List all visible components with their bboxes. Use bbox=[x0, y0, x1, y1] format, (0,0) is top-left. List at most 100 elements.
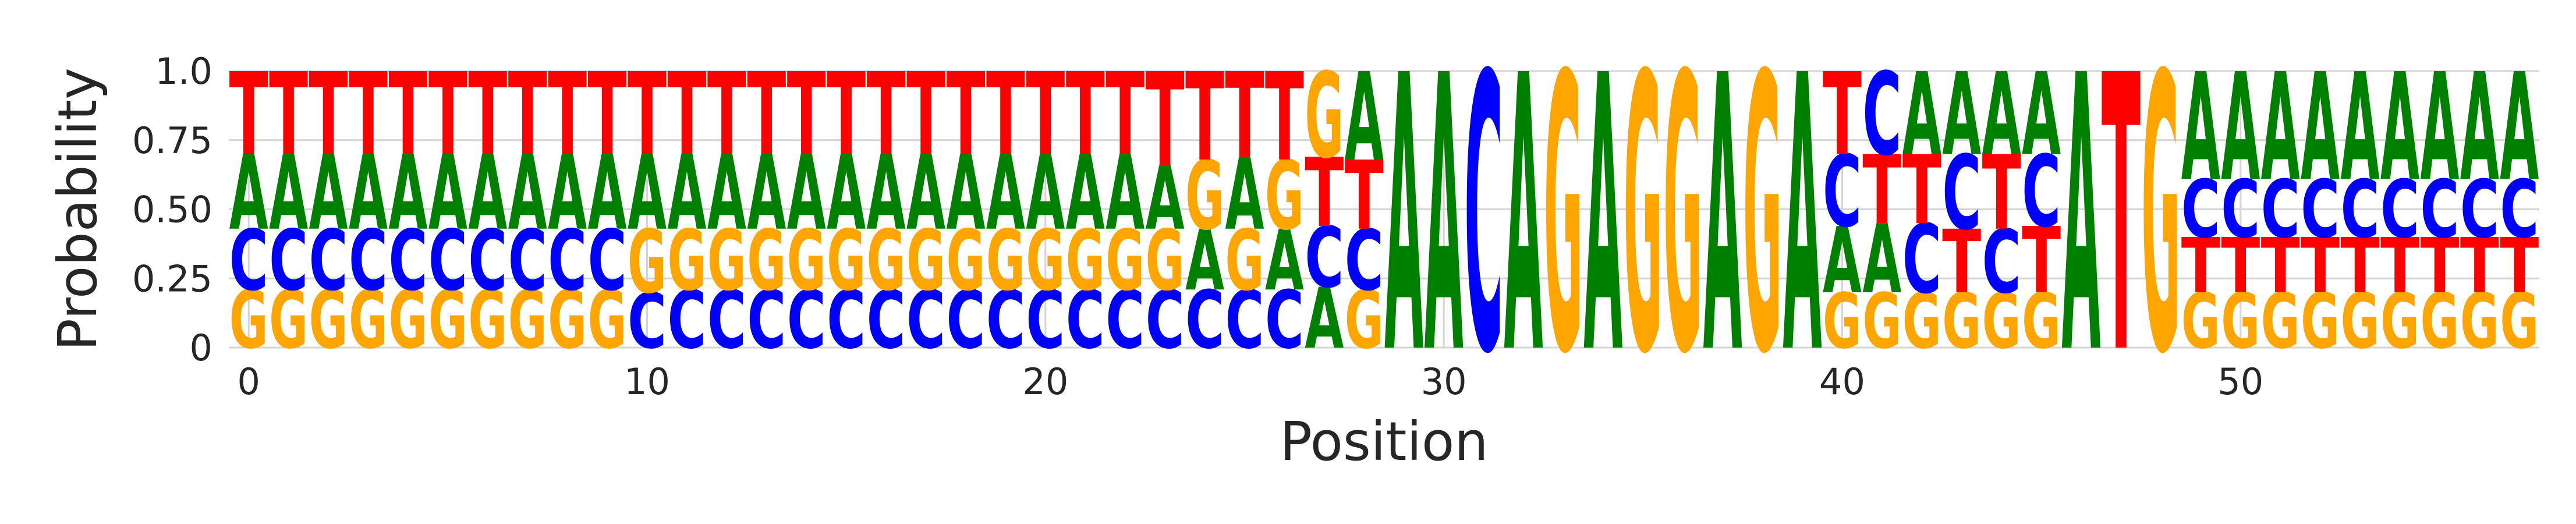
logo-letter-T: T bbox=[867, 49, 906, 181]
logo-letter-T: T bbox=[388, 49, 427, 181]
logo-letter-G: G bbox=[1862, 277, 1901, 366]
logo-letter-G: G bbox=[1305, 48, 1344, 185]
logo-letter-C: C bbox=[388, 213, 427, 310]
logo-letter-A: A bbox=[269, 133, 308, 253]
logo-letter-T: T bbox=[468, 49, 507, 181]
logo-letter-G: G bbox=[2380, 277, 2419, 366]
logo-letter-A: A bbox=[2500, 42, 2539, 214]
logo-letter-C: C bbox=[1026, 274, 1065, 367]
logo-letter-G: G bbox=[1982, 277, 2021, 366]
logo-letter-G: G bbox=[986, 213, 1025, 310]
logo-letter-T: T bbox=[1185, 48, 1224, 189]
logo-glyphs: GCATGCATGCATGCATGCATGCATGCATGCATGCATGCAT… bbox=[229, 0, 2539, 437]
logo-letter-G: G bbox=[906, 213, 945, 310]
logo-letter-G: G bbox=[1105, 213, 1145, 310]
logo-letter-A: A bbox=[2341, 42, 2380, 214]
x-tick-label: 30 bbox=[1421, 360, 1467, 403]
logo-letter-A: A bbox=[2301, 42, 2340, 214]
logo-letter-A: A bbox=[1066, 133, 1105, 253]
logo-letter-T: T bbox=[349, 49, 388, 181]
logo-letter-A: A bbox=[1225, 137, 1264, 252]
logo-letter-G: G bbox=[1185, 141, 1224, 252]
logo-letter-T: T bbox=[1305, 138, 1344, 249]
logo-letter-A: A bbox=[428, 133, 467, 253]
logo-letter-G: G bbox=[1146, 213, 1185, 310]
logo-letter-A: A bbox=[2062, 0, 2102, 437]
logo-letter-C: C bbox=[986, 274, 1025, 367]
logo-letter-A: A bbox=[309, 133, 348, 253]
logo-letter-A: A bbox=[1942, 48, 1981, 181]
logo-letter-C: C bbox=[2460, 164, 2499, 256]
logo-letter-A: A bbox=[946, 133, 985, 253]
logo-letter-T: T bbox=[707, 49, 746, 181]
logo-letter-G: G bbox=[1902, 277, 1941, 366]
logo-letter-C: C bbox=[2261, 164, 2300, 256]
logo-letter-C: C bbox=[1225, 274, 1264, 367]
grid bbox=[229, 70, 2539, 349]
logo-letter-G: G bbox=[1663, 0, 1702, 437]
y-tick-label: 0.25 bbox=[132, 257, 212, 300]
logo-letter-T: T bbox=[1066, 49, 1105, 181]
logo-letter-C: C bbox=[2341, 164, 2380, 256]
logo-letter-A: A bbox=[1026, 133, 1065, 253]
logo-letter-A: A bbox=[1703, 0, 1743, 437]
logo-letter-C: C bbox=[2221, 164, 2260, 256]
logo-letter-A: A bbox=[2221, 42, 2260, 214]
logo-letter-G: G bbox=[1345, 273, 1384, 366]
logo-letter-T: T bbox=[2022, 208, 2061, 314]
logo-letter-G: G bbox=[1743, 0, 1782, 437]
logo-letter-C: C bbox=[906, 274, 945, 367]
logo-letter-A: A bbox=[867, 133, 906, 253]
y-tick-label: 0.75 bbox=[132, 119, 212, 162]
logo-letter-T: T bbox=[628, 49, 667, 181]
logo-letter-C: C bbox=[1265, 274, 1304, 367]
logo-letter-G: G bbox=[867, 213, 906, 310]
logo-letter-C: C bbox=[1464, 0, 1503, 437]
logo-letter-A: A bbox=[1982, 48, 2021, 181]
logo-letter-C: C bbox=[269, 213, 308, 310]
logo-letter-C: C bbox=[428, 213, 467, 310]
logo-letter-A: A bbox=[906, 133, 945, 253]
logo-letter-A: A bbox=[667, 133, 706, 253]
logo-letter-G: G bbox=[2022, 277, 2061, 366]
logo-letter-T: T bbox=[787, 49, 826, 181]
logo-letter-A: A bbox=[1265, 212, 1304, 309]
logo-letter-G: G bbox=[1225, 213, 1264, 310]
logo-letter-T: T bbox=[2221, 222, 2260, 310]
logo-letter-G: G bbox=[667, 213, 706, 310]
logo-letter-G: G bbox=[827, 213, 866, 310]
logo-letter-G: G bbox=[2181, 277, 2220, 366]
logo-letter-C: C bbox=[1902, 205, 1941, 316]
logo-letter-C: C bbox=[1066, 274, 1105, 367]
logo-letter-A: A bbox=[1105, 133, 1145, 253]
logo-letter-G: G bbox=[2420, 277, 2459, 366]
y-axis-ticks: 0 0.25 0.50 0.75 1.0 bbox=[132, 50, 212, 369]
x-tick-label: 50 bbox=[2217, 360, 2263, 403]
logo-letter-T: T bbox=[827, 49, 866, 181]
logo-letter-T: T bbox=[1823, 49, 1862, 181]
logo-letter-A: A bbox=[588, 133, 627, 253]
logo-letter-C: C bbox=[1862, 48, 1901, 181]
logo-letter-T: T bbox=[1982, 134, 2021, 253]
logo-letter-G: G bbox=[2221, 277, 2260, 366]
logo-letter-A: A bbox=[2261, 42, 2300, 214]
logo-letter-T: T bbox=[588, 49, 627, 181]
logo-letter-G: G bbox=[707, 213, 746, 310]
logo-letter-C: C bbox=[1146, 274, 1185, 367]
logo-letter-G: G bbox=[468, 273, 507, 366]
logo-letter-T: T bbox=[667, 49, 706, 181]
logo-letter-C: C bbox=[867, 274, 906, 367]
logo-letter-T: T bbox=[2460, 222, 2499, 310]
logo-letter-A: A bbox=[1185, 212, 1224, 309]
logo-letter-C: C bbox=[2420, 164, 2459, 256]
logo-letter-A: A bbox=[2460, 42, 2499, 214]
logo-letter-A: A bbox=[1425, 0, 1464, 437]
logo-letter-T: T bbox=[1902, 135, 1941, 246]
logo-letter-C: C bbox=[1982, 212, 2021, 313]
logo-letter-C: C bbox=[2301, 164, 2340, 256]
logo-letter-G: G bbox=[2301, 277, 2340, 366]
logo-letter-C: C bbox=[787, 274, 826, 367]
logo-letter-T: T bbox=[1105, 49, 1145, 181]
logo-letter-A: A bbox=[1305, 270, 1344, 367]
logo-letter-C: C bbox=[588, 213, 627, 310]
